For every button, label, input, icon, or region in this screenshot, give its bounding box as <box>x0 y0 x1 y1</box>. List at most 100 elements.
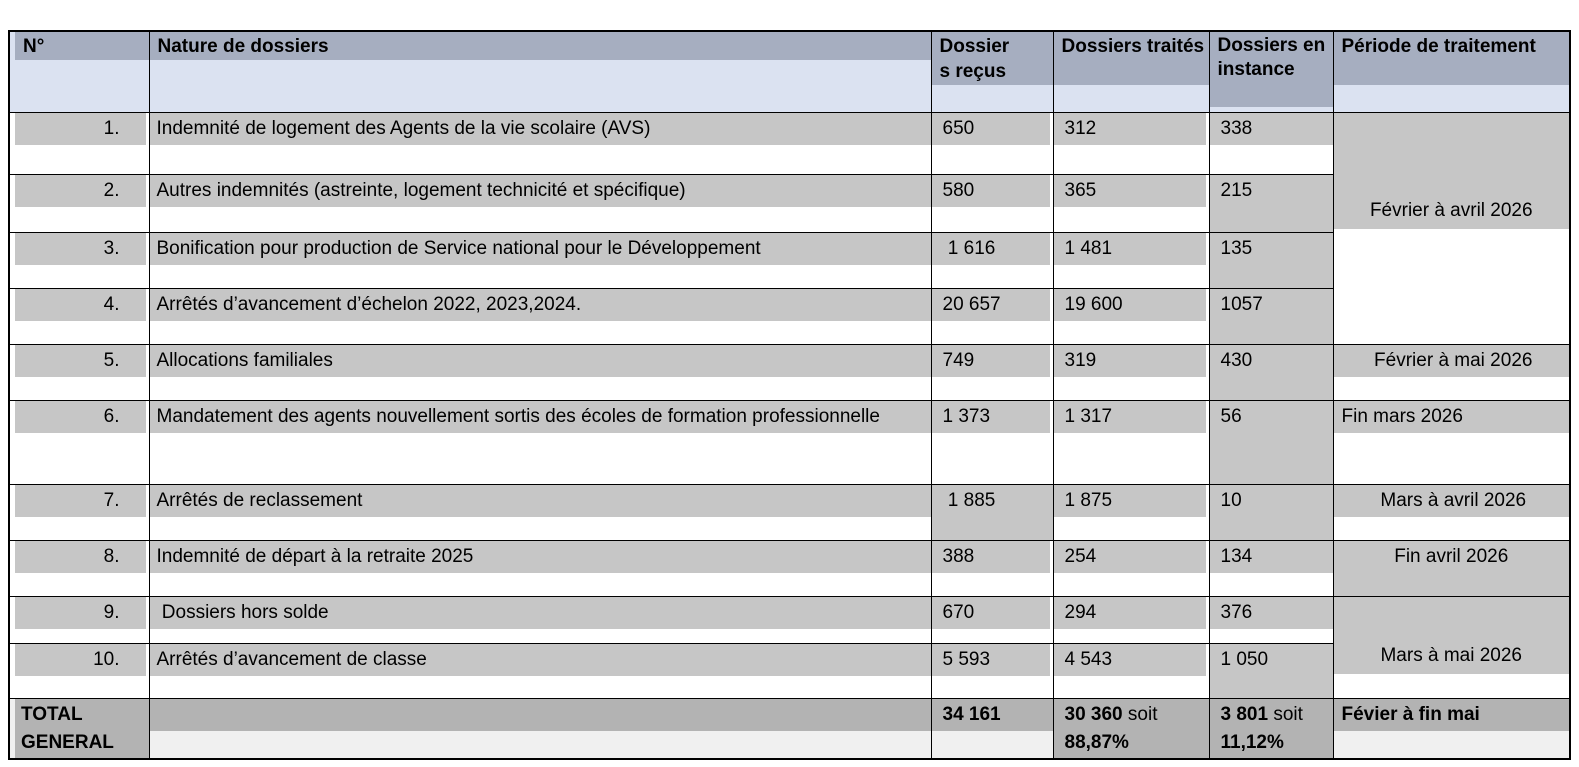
row-recus: 20 657 <box>932 289 1050 321</box>
row-recus: 580 <box>932 175 1050 207</box>
header-recus: Dossier s reçus <box>932 32 1052 85</box>
row-instance: 56 <box>1210 401 1332 483</box>
header-recus-line2: s reçus <box>939 61 1007 82</box>
row-instance: 376 <box>1210 597 1332 629</box>
row-recus: 749 <box>932 345 1050 377</box>
row-recus: 1 373 <box>932 401 1050 433</box>
row-traites: 1 481 <box>1054 233 1206 265</box>
row-traites: 312 <box>1054 113 1206 145</box>
total-recus: 34 161 <box>932 699 1052 731</box>
row-recus: 5 593 <box>932 644 1050 676</box>
table-row: 5. Allocations familiales 749 319 430 Fé… <box>8 343 1571 401</box>
total-nature-cell <box>148 697 932 760</box>
periode-row-6: Fin mars 2026 <box>1334 401 1569 433</box>
total-traites-conj: soit <box>1122 703 1163 725</box>
row-no: 7. <box>15 485 146 517</box>
header-instance: Dossiers en instance <box>1210 32 1332 107</box>
row-no: 4. <box>15 289 146 321</box>
table-row: 7. Arrêtés de reclassement 1 885 1 875 1… <box>8 483 1571 541</box>
total-label: TOTAL GENERAL <box>15 699 148 758</box>
periode-row-7: Mars à avril 2026 <box>1334 485 1569 517</box>
row-recus: 1 616 <box>932 233 1050 265</box>
dossiers-table-sheet: N° Nature de dossiers Dossier s reçus Dos… <box>8 30 1571 760</box>
row-nature: Arrêtés de reclassement <box>150 485 930 517</box>
row-no: 8. <box>15 541 146 573</box>
table-row: 3. Bonification pour production de Servi… <box>8 231 1570 289</box>
header-row: N° Nature de dossiers Dossier s reçus Dos… <box>8 30 1571 113</box>
row-recus: 670 <box>932 597 1050 629</box>
header-traites: Dossiers traités <box>1054 32 1208 85</box>
row-nature: Dossiers hors solde <box>150 597 930 629</box>
total-instance-cell: 3 801 soit 11,12% <box>1208 697 1334 760</box>
total-instance-pct: 11,12% <box>1220 731 1284 753</box>
header-cell-instance: Dossiers en instance <box>1208 30 1334 113</box>
total-periode-cell: Févier à fin mai <box>1332 697 1571 760</box>
total-traites: 30 360 soit 88,87% <box>1054 699 1208 758</box>
total-periode: Févier à fin mai <box>1334 699 1569 731</box>
row-nature: Indemnité de départ à la retraite 2025 <box>150 541 930 573</box>
row-traites: 319 <box>1054 345 1206 377</box>
total-traites-cell: 30 360 soit 88,87% <box>1052 697 1210 760</box>
total-recus-cell: 34 161 <box>930 697 1054 760</box>
row-nature: Indemnité de logement des Agents de la v… <box>150 113 930 145</box>
table-row: 2. Autres indemnités (astreinte, logemen… <box>8 173 1570 233</box>
row-nature: Mandatement des agents nouvellement sort… <box>150 401 930 433</box>
header-no: N° <box>15 32 148 60</box>
header-nature: Nature de dossiers <box>150 32 930 60</box>
row-no: 2. <box>15 175 146 207</box>
row-instance: 135 <box>1210 233 1332 287</box>
row-traites: 254 <box>1054 541 1206 573</box>
row-no: 10. <box>15 644 146 676</box>
header-cell-periode: Période de traitement <box>1332 30 1571 113</box>
row-traites: 4 543 <box>1054 644 1206 676</box>
row-no: 5. <box>15 345 146 377</box>
total-traites-value: 30 360 <box>1064 703 1123 725</box>
header-cell-recus: Dossier s reçus <box>930 30 1054 113</box>
row-traites: 1 875 <box>1054 485 1206 517</box>
row-recus: 650 <box>932 113 1050 145</box>
row-recus: 388 <box>932 541 1050 573</box>
row-instance: 10 <box>1210 485 1332 539</box>
table-row: 9. Dossiers hors solde 670 294 376 Mars … <box>8 595 1571 699</box>
row-nature: Arrêtés d’avancement d’échelon 2022, 202… <box>150 289 930 321</box>
row-instance: 134 <box>1210 541 1332 573</box>
total-nature-band <box>150 699 930 731</box>
row-instance: 1 050 <box>1210 644 1332 697</box>
header-cell-nature: Nature de dossiers <box>148 30 932 113</box>
row-instance: 430 <box>1210 345 1332 399</box>
row-no: 6. <box>15 401 146 433</box>
row-instance: 1057 <box>1210 289 1332 343</box>
row-nature: Autres indemnités (astreinte, logement t… <box>150 175 930 207</box>
table-row: 6. Mandatement des agents nouvellement s… <box>8 399 1571 485</box>
row-traites: 365 <box>1054 175 1206 207</box>
periode-cell-rows-9-10: Mars à mai 2026 <box>1332 595 1571 699</box>
table-row: 4. Arrêtés d’avancement d’échelon 2022, … <box>8 287 1570 345</box>
row-traites: 1 317 <box>1054 401 1206 433</box>
header-periode: Période de traitement <box>1334 32 1569 85</box>
row-no: 3. <box>15 233 146 265</box>
header-recus-line1: Dossier <box>939 36 1010 57</box>
row-traites: 19 600 <box>1054 289 1206 321</box>
header-cell-no: N° <box>8 30 150 113</box>
row-nature: Allocations familiales <box>150 345 930 377</box>
periode-row-8: Fin avril 2026 <box>1334 541 1569 595</box>
row-recus: 1 885 <box>932 485 1052 539</box>
table-row: 8. Indemnité de départ à la retraite 202… <box>8 539 1571 597</box>
total-instance: 3 801 soit 11,12% <box>1210 699 1332 758</box>
row-no: 9. <box>15 597 146 629</box>
periode-row-5: Février à mai 2026 <box>1334 345 1569 377</box>
periode-cell-rows-1-4: Février à avril 2026 <box>1332 111 1571 345</box>
total-instance-conj: soit <box>1268 703 1309 725</box>
row-traites: 294 <box>1054 597 1206 629</box>
row-no: 1. <box>15 113 146 145</box>
table-row: 1. Indemnité de logement des Agents de l… <box>8 111 1571 345</box>
row-nature: Bonification pour production de Service … <box>150 233 930 265</box>
total-traites-pct: 88,87% <box>1064 731 1129 753</box>
total-instance-value: 3 801 <box>1220 703 1269 725</box>
total-label-cell: TOTAL GENERAL <box>8 697 150 760</box>
dossiers-table: N° Nature de dossiers Dossier s reçus Dos… <box>8 30 1571 760</box>
total-row: TOTAL GENERAL 34 161 30 360 soit 88,87% … <box>8 697 1571 760</box>
row-instance: 338 <box>1210 113 1332 145</box>
row-instance: 215 <box>1210 175 1332 231</box>
table-row: 10. Arrêtés d’avancement de classe 5 593… <box>8 642 1570 699</box>
